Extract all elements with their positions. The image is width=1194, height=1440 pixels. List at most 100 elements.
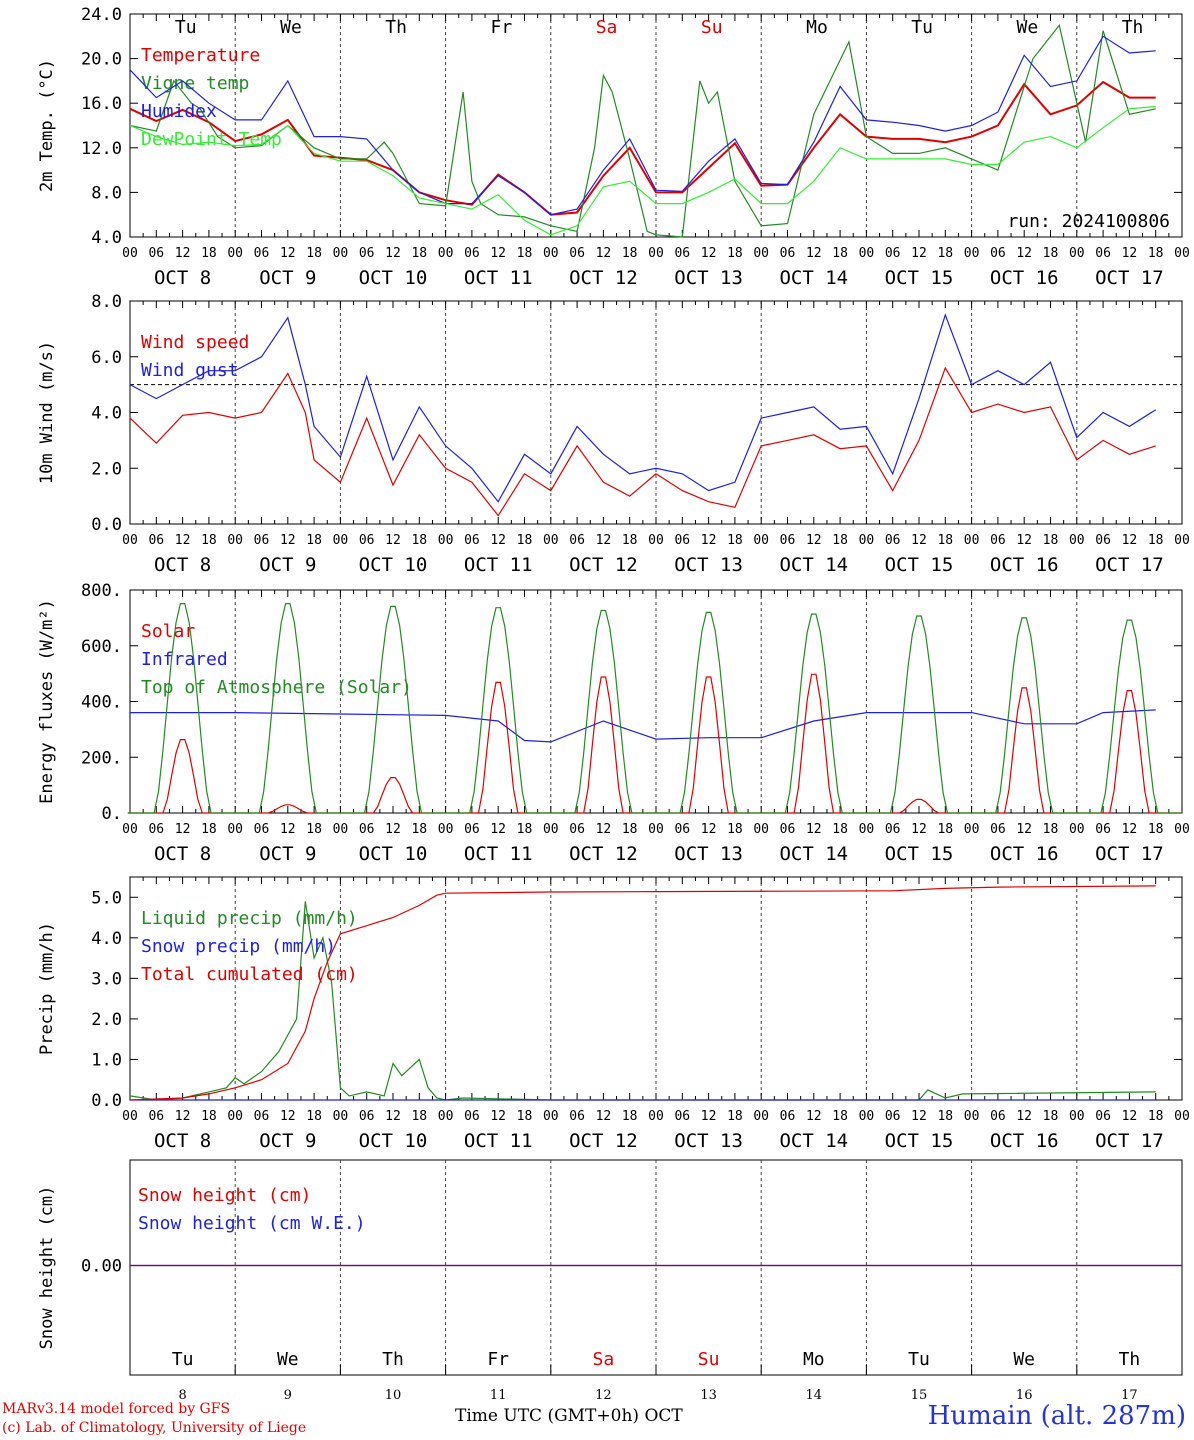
hour-label: 06 <box>464 533 480 548</box>
hour-label: 12 <box>596 533 612 548</box>
date-label: OCT 14 <box>779 554 848 576</box>
weekday-label: Tu <box>911 17 933 38</box>
hour-label: 12 <box>175 246 191 261</box>
weekday-label: Sa <box>596 17 618 38</box>
hour-label: 18 <box>832 246 848 261</box>
y-tick-label: 2.0 <box>91 459 122 479</box>
hour-label: 06 <box>780 533 796 548</box>
date-label: OCT 15 <box>885 554 954 576</box>
hour-label: 00 <box>648 822 664 837</box>
hour-label: 18 <box>201 533 217 548</box>
hour-label: 00 <box>648 533 664 548</box>
hour-label: 12 <box>175 533 191 548</box>
date-label: OCT 9 <box>259 843 316 865</box>
y-axis-label: Snow height (cm) <box>37 1186 57 1350</box>
hour-label: 12 <box>806 533 822 548</box>
weekday-label: We <box>1013 1349 1035 1370</box>
hour-label: 06 <box>464 246 480 261</box>
hour-label: 18 <box>517 1109 533 1124</box>
hour-label: 12 <box>280 822 296 837</box>
hour-label: 00 <box>122 533 138 548</box>
hour-label: 00 <box>859 246 875 261</box>
date-label: OCT 11 <box>464 267 533 289</box>
hour-label: 12 <box>280 533 296 548</box>
hour-label: 12 <box>490 533 506 548</box>
y-tick-label: 400. <box>81 693 122 713</box>
hour-label: 18 <box>832 1109 848 1124</box>
date-label: OCT 16 <box>990 554 1059 576</box>
y-tick-label: 0.0 <box>91 1091 122 1111</box>
hour-label: 06 <box>990 1109 1006 1124</box>
hour-label: 06 <box>359 822 375 837</box>
hour-label: 12 <box>1016 533 1032 548</box>
date-label: OCT 16 <box>990 843 1059 865</box>
date-label: OCT 14 <box>779 267 848 289</box>
legend-entry: Wind speed <box>141 332 249 353</box>
hour-label: 06 <box>674 1109 690 1124</box>
series-line-wind-1 <box>129 313 1157 503</box>
y-tick-label: 1.0 <box>91 1050 122 1070</box>
hour-label: 06 <box>569 246 585 261</box>
y-tick-label: 600. <box>81 637 122 657</box>
date-label: OCT 13 <box>674 1130 743 1152</box>
hour-label: 00 <box>227 246 243 261</box>
series-line-precip-0 <box>129 901 1156 1101</box>
hour-label: 06 <box>780 246 796 261</box>
hour-label: 18 <box>411 822 427 837</box>
hour-label: 18 <box>1043 533 1059 548</box>
hour-label: 06 <box>569 822 585 837</box>
y-axis-label: Energy fluxes (W/m²) <box>37 599 57 804</box>
hour-label: 00 <box>964 1109 980 1124</box>
hour-label: 18 <box>727 246 743 261</box>
day-number-label: 9 <box>284 1388 292 1403</box>
hour-label: 06 <box>148 1109 164 1124</box>
hour-label: 00 <box>753 1109 769 1124</box>
date-label: OCT 11 <box>464 843 533 865</box>
hour-label: 00 <box>227 1109 243 1124</box>
hour-label: 06 <box>359 1109 375 1124</box>
y-tick-label: 4.0 <box>91 228 122 248</box>
weekday-label: We <box>277 1349 299 1370</box>
y-tick-label: 4.0 <box>91 404 122 424</box>
hour-label: 18 <box>1043 246 1059 261</box>
weekday-label: Su <box>698 1349 720 1370</box>
weekday-label: Th <box>382 1349 404 1370</box>
station-name: Humain (alt. 287m) <box>927 1401 1186 1431</box>
day-number-label: 11 <box>490 1388 507 1403</box>
hour-label: 06 <box>780 822 796 837</box>
hour-label: 18 <box>622 1109 638 1124</box>
y-tick-label: 0.00 <box>81 1257 122 1277</box>
date-label: OCT 12 <box>569 843 638 865</box>
legend-entry: Wind gust <box>141 360 239 381</box>
hour-label: 06 <box>885 1109 901 1124</box>
hour-label: 00 <box>543 822 559 837</box>
hour-label: 12 <box>385 246 401 261</box>
hour-label: 06 <box>674 246 690 261</box>
date-label: OCT 10 <box>359 554 428 576</box>
hour-label: 18 <box>1148 1109 1164 1124</box>
series-line-temperature-0 <box>129 80 1156 216</box>
date-label: OCT 15 <box>885 1130 954 1152</box>
hour-label: 18 <box>937 246 953 261</box>
hour-label: 00 <box>859 533 875 548</box>
hour-label: 00 <box>227 822 243 837</box>
hour-label: 18 <box>411 533 427 548</box>
hour-label: 18 <box>1148 246 1164 261</box>
hour-label: 00 <box>859 822 875 837</box>
hour-label: 18 <box>1148 533 1164 548</box>
weekday-label: Th <box>1119 1349 1141 1370</box>
hour-label: 00 <box>753 246 769 261</box>
hour-label: 18 <box>411 246 427 261</box>
date-label: OCT 15 <box>885 843 954 865</box>
hour-label: 12 <box>490 246 506 261</box>
hour-label: 12 <box>911 1109 927 1124</box>
legend-entry: Humidex <box>141 101 217 122</box>
hour-label: 06 <box>148 822 164 837</box>
hour-label: 18 <box>1043 822 1059 837</box>
hour-label: 12 <box>175 822 191 837</box>
date-label: OCT 13 <box>674 843 743 865</box>
date-label: OCT 10 <box>359 843 428 865</box>
hour-label: 00 <box>1174 822 1190 837</box>
hour-label: 18 <box>727 822 743 837</box>
